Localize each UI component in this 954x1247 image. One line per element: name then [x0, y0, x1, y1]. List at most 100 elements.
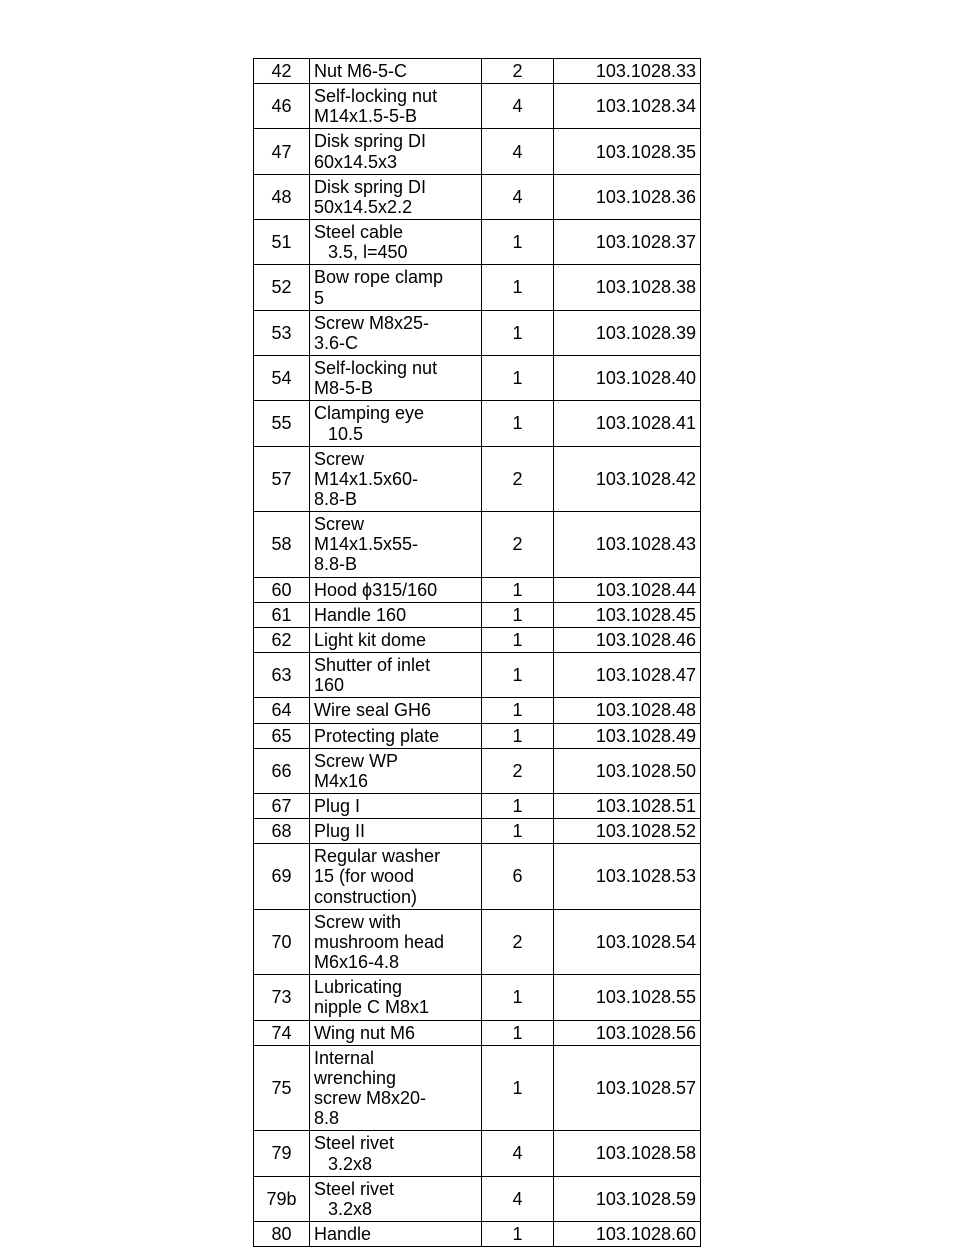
- table-row: 79Steel rivet3.2x84103.1028.58: [254, 1131, 701, 1176]
- row-qty: 2: [482, 446, 554, 511]
- page: 42Nut M6-5-C2103.1028.3346Self-locking n…: [0, 0, 954, 1235]
- row-index: 55: [254, 401, 310, 446]
- row-name-line: 5: [314, 288, 324, 308]
- row-index: 68: [254, 819, 310, 844]
- row-name: Screw M8x25-3.6-C: [310, 310, 482, 355]
- row-name-line: Lubricating: [314, 977, 402, 997]
- table-row: 79bSteel rivet3.2x84103.1028.59: [254, 1176, 701, 1221]
- row-qty: 1: [482, 1020, 554, 1045]
- row-name: Screw WPM4x16: [310, 748, 482, 793]
- row-code: 103.1028.54: [554, 909, 701, 974]
- table-row: 58ScrewM14x1.5x55-8.8-B2103.1028.43: [254, 512, 701, 577]
- row-code: 103.1028.59: [554, 1176, 701, 1221]
- row-name: Plug I: [310, 794, 482, 819]
- row-index: 53: [254, 310, 310, 355]
- row-index: 70: [254, 909, 310, 974]
- row-code: 103.1028.58: [554, 1131, 701, 1176]
- row-name-line: Light kit dome: [314, 630, 426, 650]
- row-name: Self-locking nutM14x1.5-5-B: [310, 84, 482, 129]
- row-qty: 2: [482, 748, 554, 793]
- table-row: 74Wing nut M6 1103.1028.56: [254, 1020, 701, 1045]
- row-code: 103.1028.46: [554, 627, 701, 652]
- row-qty: 1: [482, 819, 554, 844]
- row-name-line: Clamping eye: [314, 403, 424, 423]
- row-name-line: Hood ϕ315/160: [314, 580, 437, 600]
- table-row: 75Internalwrenchingscrew M8x20-8.81103.1…: [254, 1045, 701, 1131]
- row-name: Light kit dome: [310, 627, 482, 652]
- row-name: Disk spring DI50x14.5x2.2: [310, 174, 482, 219]
- row-name: ScrewM14x1.5x60-8.8-B: [310, 446, 482, 511]
- table-row: 51Steel cable3.5, l=4501103.1028.37: [254, 220, 701, 265]
- row-code: 103.1028.45: [554, 602, 701, 627]
- row-index: 69: [254, 844, 310, 909]
- row-qty: 2: [482, 512, 554, 577]
- row-name-line: M4x16: [314, 771, 368, 791]
- row-qty: 2: [482, 59, 554, 84]
- table-row: 64Wire seal GH61103.1028.48: [254, 698, 701, 723]
- row-qty: 1: [482, 1045, 554, 1131]
- parts-table-body: 42Nut M6-5-C2103.1028.3346Self-locking n…: [254, 59, 701, 1247]
- row-code: 103.1028.47: [554, 653, 701, 698]
- row-code: 103.1028.53: [554, 844, 701, 909]
- table-row: 52Bow rope clamp51103.1028.38: [254, 265, 701, 310]
- row-index: 46: [254, 84, 310, 129]
- row-code: 103.1028.37: [554, 220, 701, 265]
- row-index: 73: [254, 975, 310, 1020]
- row-code: 103.1028.56: [554, 1020, 701, 1045]
- row-code: 103.1028.39: [554, 310, 701, 355]
- row-name-line: 8.8: [314, 1108, 339, 1128]
- row-qty: 1: [482, 975, 554, 1020]
- row-index: 74: [254, 1020, 310, 1045]
- row-qty: 1: [482, 602, 554, 627]
- table-row: 42Nut M6-5-C2103.1028.33: [254, 59, 701, 84]
- row-name-line: 3.2x8: [314, 1199, 372, 1219]
- table-row: 46Self-locking nutM14x1.5-5-B4103.1028.3…: [254, 84, 701, 129]
- row-name-line: Screw: [314, 449, 364, 469]
- row-index: 42: [254, 59, 310, 84]
- row-name-line: Wire seal GH6: [314, 700, 431, 720]
- row-name: Internalwrenchingscrew M8x20-8.8: [310, 1045, 482, 1131]
- table-row: 53Screw M8x25-3.6-C1103.1028.39: [254, 310, 701, 355]
- row-qty: 1: [482, 723, 554, 748]
- row-index: 51: [254, 220, 310, 265]
- row-name-line: Self-locking nut: [314, 86, 437, 106]
- row-name-line: Wing nut M6: [314, 1023, 415, 1043]
- row-name-line: 15 (for wood: [314, 866, 414, 886]
- row-index: 57: [254, 446, 310, 511]
- table-row: 60Hood ϕ315/1601103.1028.44: [254, 577, 701, 602]
- row-name-line: 50x14.5x2.2: [314, 197, 412, 217]
- row-qty: 2: [482, 909, 554, 974]
- row-name: Handle 160: [310, 602, 482, 627]
- row-name-line: Handle: [314, 1224, 371, 1244]
- row-name: Wing nut M6: [310, 1020, 482, 1045]
- row-index: 66: [254, 748, 310, 793]
- row-name-line: Shutter of inlet: [314, 655, 430, 675]
- row-qty: 4: [482, 129, 554, 174]
- row-name-line: screw M8x20-: [314, 1088, 426, 1108]
- row-qty: 4: [482, 84, 554, 129]
- row-name: Protecting plate: [310, 723, 482, 748]
- row-name-line: Nut M6-5-C: [314, 61, 407, 81]
- row-name: Wire seal GH6: [310, 698, 482, 723]
- row-name-line: Bow rope clamp: [314, 267, 443, 287]
- row-code: 103.1028.42: [554, 446, 701, 511]
- row-name-line: Screw WP: [314, 751, 398, 771]
- table-row: 69Regular washer15 (for woodconstruction…: [254, 844, 701, 909]
- row-index: 64: [254, 698, 310, 723]
- row-name-line: M8-5-B: [314, 378, 373, 398]
- row-code: 103.1028.49: [554, 723, 701, 748]
- row-name-line: Plug I: [314, 796, 360, 816]
- row-code: 103.1028.52: [554, 819, 701, 844]
- row-name: ScrewM14x1.5x55-8.8-B: [310, 512, 482, 577]
- row-code: 103.1028.57: [554, 1045, 701, 1131]
- row-name-line: Disk spring DI: [314, 177, 426, 197]
- row-name-line: 160: [314, 675, 344, 695]
- row-name-line: M14x1.5x60-: [314, 469, 418, 489]
- row-code: 103.1028.35: [554, 129, 701, 174]
- row-code: 103.1028.40: [554, 356, 701, 401]
- row-index: 75: [254, 1045, 310, 1131]
- row-index: 54: [254, 356, 310, 401]
- row-code: 103.1028.60: [554, 1221, 701, 1246]
- row-code: 103.1028.36: [554, 174, 701, 219]
- table-row: 68Plug II1103.1028.52: [254, 819, 701, 844]
